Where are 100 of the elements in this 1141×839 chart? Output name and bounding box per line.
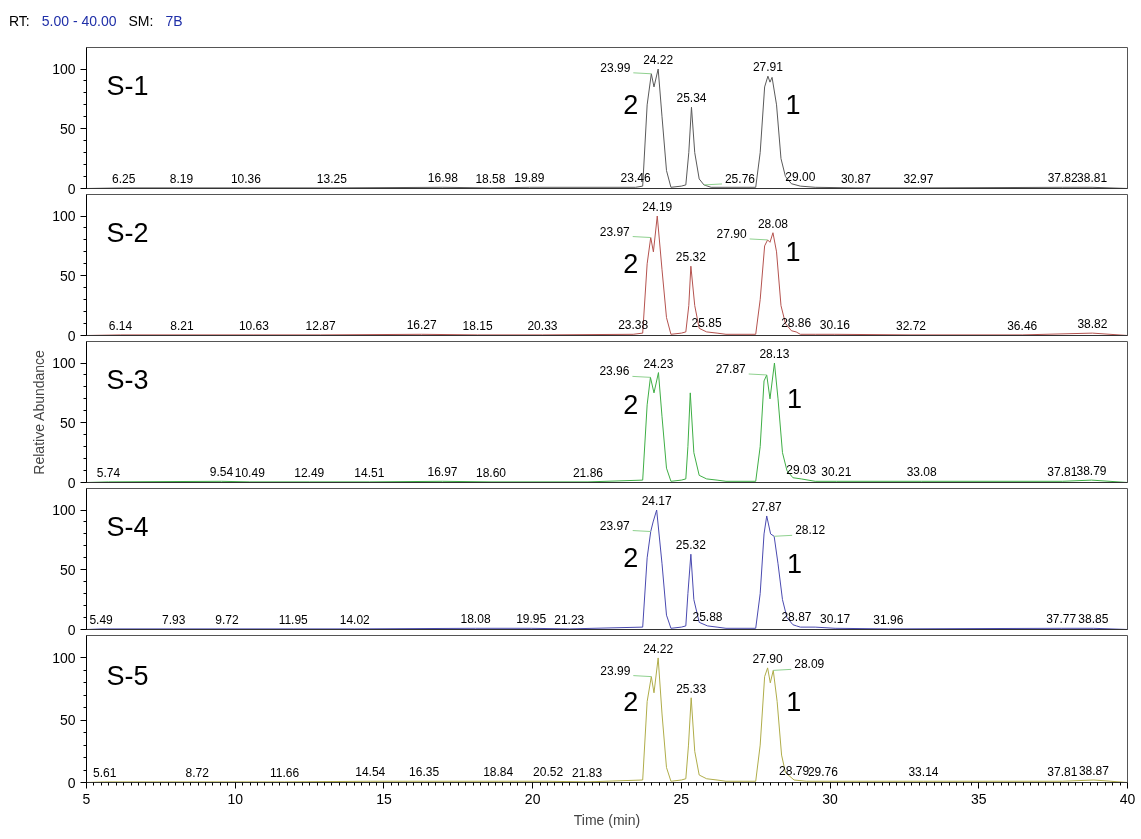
annotation: 33.14 (908, 765, 939, 780)
annotation: 6.25 (112, 171, 136, 186)
x-tick-label: 5 (82, 790, 91, 807)
annotation: 2 (623, 90, 639, 121)
chart-subtitle: RT: 5.00 - 40.00 SM: 7B (9, 13, 183, 29)
annotation: 1 (786, 687, 802, 718)
annotation: 14.54 (355, 765, 386, 780)
annotation: 18.58 (475, 171, 506, 186)
annotation: 30.16 (819, 318, 851, 333)
annotation: 38.85 (1078, 612, 1109, 627)
annotation: 23.97 (599, 224, 631, 239)
annotation: 25.32 (675, 250, 707, 265)
y-tick-label: 100 (52, 208, 76, 225)
annotation: 6.14 (108, 318, 133, 333)
annotation: 27.90 (752, 651, 783, 666)
annotation: 31.96 (873, 612, 904, 627)
annotation: 24.19 (642, 200, 673, 215)
annotation: 27.87 (715, 361, 747, 376)
y-tick-label: 0 (67, 180, 76, 197)
annotation: 38.82 (1077, 317, 1108, 332)
annotation: 30.21 (821, 465, 852, 480)
annotation: 18.15 (462, 318, 493, 333)
annotation: 21.23 (554, 612, 585, 627)
text: S-5 (106, 661, 149, 692)
y-tick-label: 100 (52, 502, 76, 519)
annotation: 1 (785, 237, 801, 268)
annotation: 23.99 (600, 60, 631, 75)
annotation: 18.84 (483, 765, 514, 780)
annotation: 5.74 (96, 465, 121, 480)
annotation: 23.46 (620, 171, 651, 186)
annotation: 32.72 (895, 318, 927, 333)
annotation: 28.13 (759, 347, 790, 362)
annotation: 38.81 (1077, 171, 1108, 186)
annotation: 25.33 (676, 681, 707, 696)
annotation: 16.35 (409, 765, 440, 780)
annotation: 2 (623, 249, 639, 280)
annotation: 20.52 (533, 765, 564, 780)
y-tick-label: 0 (67, 621, 76, 638)
annotation: 25.85 (691, 315, 722, 330)
annotation: 30.87 (840, 171, 872, 186)
annotation: 2 (623, 390, 639, 421)
annotation: 9.54 (209, 465, 234, 480)
annotation: 27.90 (716, 226, 747, 241)
annotation: 10.63 (238, 318, 270, 333)
annotation: 8.19 (169, 171, 194, 186)
annotation: 25.34 (676, 91, 707, 106)
annotation: 10.36 (230, 171, 262, 186)
annotation: 8.21 (170, 318, 194, 333)
y-axis-title: Relative Abundance (31, 349, 48, 475)
annotation: 29.03 (786, 462, 817, 477)
annotation: 9.72 (215, 612, 239, 627)
x-tick-label: 35 (971, 790, 987, 807)
annotation: 25.88 (692, 609, 723, 624)
text: S-3 (106, 365, 149, 396)
annotation: 23.96 (599, 364, 630, 379)
y-tick-label: 50 (59, 120, 76, 137)
annotation: 11.66 (270, 765, 300, 780)
x-tick-label: 10 (227, 790, 244, 807)
annotation: 12.87 (305, 318, 336, 333)
annotation: 29.00 (785, 170, 816, 185)
annotation: 27.91 (752, 60, 784, 75)
annotation: 1 (787, 384, 803, 415)
y-tick-label: 0 (67, 474, 76, 491)
annotation: 28.12 (795, 523, 826, 538)
annotation: 24.22 (643, 641, 674, 656)
y-tick-label: 50 (59, 267, 76, 284)
annotation: 12.49 (294, 465, 325, 480)
annotation: 18.08 (460, 612, 491, 627)
annotation: 14.51 (354, 465, 385, 480)
x-tick-label: 25 (673, 790, 690, 807)
annotation: 28.87 (781, 609, 812, 624)
annotation: 24.22 (643, 53, 674, 68)
annotation: 16.98 (427, 171, 459, 186)
x-axis-title: Time (min) (573, 811, 641, 828)
annotation: 5.61 (92, 765, 117, 780)
annotation: 37.82 (1047, 171, 1078, 186)
text: S-1 (106, 71, 149, 102)
annotation: 1 (785, 90, 801, 121)
annotation: 2 (623, 543, 639, 574)
annotation: 23.99 (600, 663, 631, 678)
annotation: 36.46 (1007, 318, 1038, 333)
y-tick-label: 100 (52, 649, 76, 666)
annotation: 20.33 (527, 318, 558, 333)
annotation: 19.89 (514, 171, 545, 186)
x-tick-label: 40 (1119, 790, 1136, 807)
annotation: 10.49 (234, 465, 266, 480)
annotation: 24.23 (643, 356, 674, 371)
y-tick-label: 50 (59, 561, 76, 578)
annotation: 37.81 (1047, 765, 1078, 780)
annotation: 16.97 (427, 465, 458, 480)
annotation: 38.87 (1078, 764, 1110, 779)
annotation: 18.60 (475, 465, 507, 480)
annotation: 8.72 (185, 765, 210, 780)
annotation: 24.17 (641, 494, 673, 509)
annotation: 30.17 (820, 612, 851, 627)
y-tick-label: 0 (67, 774, 76, 791)
y-tick-label: 0 (67, 327, 76, 344)
annotation: 1 (787, 549, 803, 580)
annotation: 33.08 (906, 465, 938, 480)
annotation: 7.93 (161, 612, 186, 627)
